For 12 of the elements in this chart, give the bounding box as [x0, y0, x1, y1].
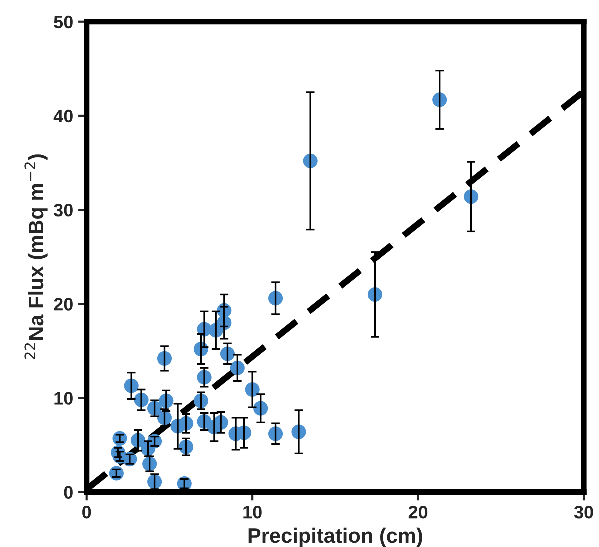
- y-tick-label: 10: [54, 392, 73, 405]
- y-axis-title: $^{22}$Na Flux (mBq m$^{−2}$): [24, 154, 48, 360]
- y-tick-label: 30: [54, 204, 73, 217]
- y-tick-label: 40: [54, 110, 73, 123]
- x-tick-label: 20: [408, 506, 428, 519]
- x-tick-label: 10: [244, 506, 262, 519]
- x-tick-label: 0: [82, 506, 92, 519]
- y-tick-label: 0: [64, 486, 73, 500]
- x-axis-title: Precipitation (cm): [248, 528, 422, 547]
- y-tick-label: 20: [54, 298, 73, 311]
- x-tick-label: 30: [574, 506, 594, 519]
- y-tick-label: 50: [54, 16, 73, 29]
